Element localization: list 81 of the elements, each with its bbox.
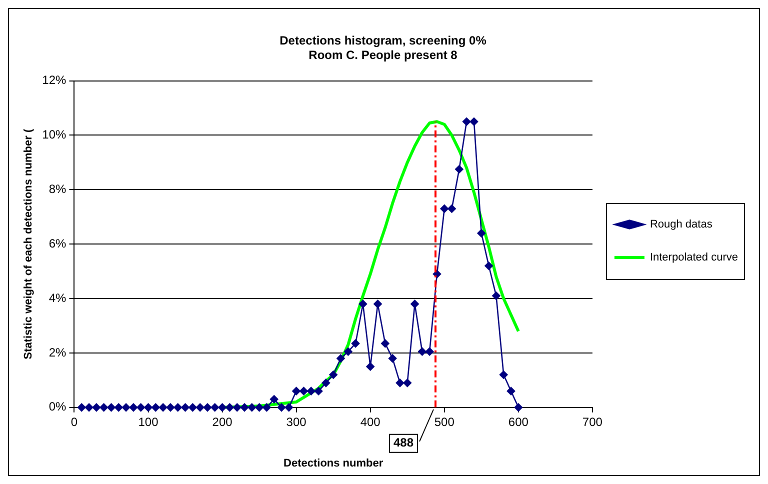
point xyxy=(425,347,434,356)
point xyxy=(418,347,426,356)
point xyxy=(158,403,168,412)
point xyxy=(366,362,374,371)
y-axis-title: Statistic weight of each detections number ( xyxy=(22,128,35,360)
point xyxy=(270,395,278,404)
point xyxy=(336,354,345,363)
point xyxy=(136,403,145,412)
point xyxy=(448,204,456,213)
point xyxy=(484,262,493,270)
x-tick-label: 400 xyxy=(360,414,381,429)
point xyxy=(306,386,316,396)
point xyxy=(144,403,152,412)
point xyxy=(226,403,234,412)
ref-line-label: 488 xyxy=(393,436,414,450)
point xyxy=(114,403,123,412)
point xyxy=(100,403,108,412)
point xyxy=(506,386,516,396)
y-tick-label: 10% xyxy=(42,128,67,142)
point xyxy=(344,347,352,356)
x-tick-label: 500 xyxy=(434,414,455,429)
point xyxy=(358,300,368,308)
x-tick-label: 700 xyxy=(582,414,603,429)
point xyxy=(277,403,286,412)
point xyxy=(410,300,419,308)
point xyxy=(440,204,449,213)
point xyxy=(203,403,212,412)
point xyxy=(152,403,160,412)
point xyxy=(300,386,308,396)
point xyxy=(107,403,116,412)
point xyxy=(351,339,360,348)
point xyxy=(210,403,220,412)
point xyxy=(218,403,226,412)
point xyxy=(470,117,478,126)
point xyxy=(388,354,397,363)
point xyxy=(84,403,94,412)
point xyxy=(174,403,182,412)
point xyxy=(396,378,404,388)
chart-title: Detections histogram, screening 0% xyxy=(280,34,487,48)
y-tick-label: 12% xyxy=(42,73,67,88)
x-tick-label: 0 xyxy=(70,414,78,429)
point xyxy=(255,403,264,412)
point xyxy=(129,403,138,412)
legend-label: Interpolated curve xyxy=(650,252,738,264)
x-tick-label: 300 xyxy=(286,414,307,429)
point xyxy=(381,339,390,348)
point xyxy=(329,370,338,379)
y-tick-label: 4% xyxy=(48,290,67,305)
point xyxy=(499,370,508,379)
point xyxy=(455,165,464,174)
point xyxy=(232,403,242,412)
point xyxy=(262,403,271,412)
x-axis-title: Detections number xyxy=(284,457,384,470)
point xyxy=(477,229,486,238)
y-tick-label: 2% xyxy=(48,345,67,360)
point xyxy=(374,300,382,308)
point xyxy=(196,403,204,412)
point xyxy=(314,386,323,396)
point xyxy=(181,403,190,412)
point xyxy=(403,378,412,388)
point xyxy=(514,403,523,412)
chart-subtitle: Room C. People present 8 xyxy=(308,48,458,62)
point xyxy=(188,403,197,412)
point xyxy=(462,117,471,126)
y-tick-label: 6% xyxy=(48,236,67,250)
point xyxy=(166,403,175,412)
point xyxy=(240,403,249,412)
x-tick-label: 200 xyxy=(212,414,233,429)
point xyxy=(292,386,300,396)
point xyxy=(284,403,294,412)
y-tick-label: 0% xyxy=(48,400,67,414)
legend-label: Rough datas xyxy=(650,218,713,231)
point xyxy=(92,403,101,412)
point xyxy=(492,292,500,300)
point xyxy=(122,403,130,412)
point xyxy=(77,403,86,412)
point xyxy=(248,403,256,412)
x-tick-label: 600 xyxy=(508,414,529,429)
y-tick-label: 8% xyxy=(48,182,67,196)
x-tick-label: 100 xyxy=(138,414,159,429)
point xyxy=(322,378,330,388)
